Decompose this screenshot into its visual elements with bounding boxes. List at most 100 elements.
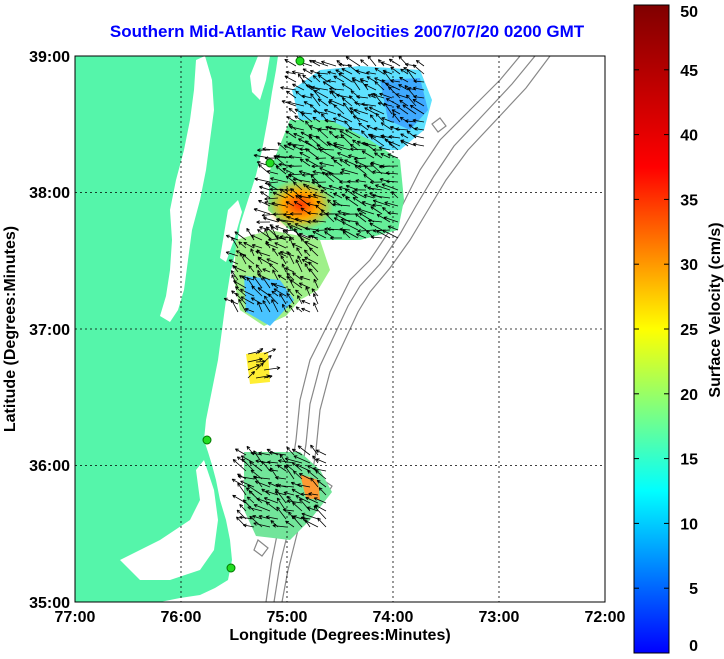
velocity-arrow [298,282,311,289]
velocity-arrow [288,107,297,115]
velocity-arrow [382,229,399,239]
velocity-arrow [278,162,295,167]
velocity-arrow [400,139,417,147]
velocity-arrow [277,274,287,281]
velocity-arrow [301,307,311,313]
velocity-arrow [274,242,287,249]
velocity-arrow [373,126,385,131]
velocity-arrow [233,265,247,273]
velocity-arrow [247,371,255,379]
velocity-arrow [380,122,393,131]
velocity-arrow [311,178,327,191]
colorbar-tick-label: 35 [680,192,698,209]
velocity-arrow [355,222,367,231]
velocity-arrow [304,256,319,265]
velocity-arrow [380,153,391,159]
velocity-arrow [364,165,375,175]
velocity-arrow [372,228,391,233]
velocity-arrow [299,147,311,152]
velocity-arrow [351,190,367,199]
velocity-arrow [303,249,311,257]
velocity-arrow [294,223,311,231]
velocity-arrow [307,219,319,224]
velocity-arrow [316,479,327,488]
velocity-arrow [413,79,425,84]
x-tick-label: 72:00 [585,609,626,626]
velocity-arrow [263,497,279,504]
velocity-arrow [238,241,247,249]
velocity-arrow [291,70,305,75]
velocity-arrow [284,58,297,67]
velocity-arrow [324,118,337,123]
delaware-bay [250,56,270,100]
velocity-arrow [372,199,391,207]
velocity-arrow [261,488,271,496]
velocity-arrow [360,130,369,139]
velocity-arrow [388,134,401,139]
velocity-arrow [304,226,319,231]
velocity-arrow [317,517,327,528]
velocity-arrow [354,164,367,175]
y-tick-label: 38:00 [29,185,70,202]
velocity-arrow [312,230,327,239]
velocity-arrow [316,71,329,76]
velocity-arrow [337,113,353,123]
velocity-arrows [223,56,425,528]
velocity-arrow [340,134,353,147]
velocity-arrow [257,148,271,153]
velocity-arrow [328,172,343,183]
velocity-arrow [304,263,311,273]
velocity-arrow [228,259,239,265]
velocity-arrow [291,488,303,496]
velocity-arrow [335,69,345,75]
velocity-arrow [299,152,311,159]
velocity-arrow [257,273,271,281]
velocity-arrow [316,201,327,207]
velocity-arrow [282,229,295,241]
velocity-arrow [329,86,345,91]
velocity-arrow [288,154,303,159]
velocity-arrow [259,226,271,231]
velocity-arrow [311,288,319,297]
velocity-arrow [267,293,279,305]
velocity-arrow [412,98,425,107]
velocity-arrow [250,248,255,257]
velocity-arrow [258,200,271,207]
velocity-arrow [355,69,369,75]
velocity-arrow [341,83,353,91]
velocity-arrow [267,460,279,465]
velocity-arrow [344,188,359,199]
velocity-arrow [286,272,295,281]
velocity-arrow [406,68,417,83]
velocity-arrow [384,201,399,207]
y-tick-label: 37:00 [29,322,70,339]
x-tick-label: 74:00 [373,609,414,626]
velocity-arrow [298,138,313,147]
velocity-arrow [337,210,351,215]
velocity-arrow [320,209,335,223]
velocity-arrow [249,515,263,528]
velocity-arrow [333,217,343,223]
velocity-arrow [366,71,377,75]
velocity-arrow [231,290,239,297]
velocity-arrow [374,81,385,91]
velocity-arrow [288,164,303,169]
grid-lines [75,56,605,602]
velocity-arrow [288,304,295,313]
velocity-arrow [296,247,303,257]
velocity-arrow [332,117,345,123]
velocity-arrow [312,455,319,464]
velocity-arrow [402,104,417,115]
velocity-arrow [262,300,271,313]
velocity-arrow [240,296,255,305]
velocity-arrow [332,202,351,207]
velocity-arrow [257,229,271,239]
velocity-arrow [235,292,247,305]
velocity-arrow [334,135,345,139]
velocity-arrow [287,223,303,231]
velocity-arrow [312,467,327,472]
velocity-arrow [297,255,303,265]
velocity-arrow [381,61,393,67]
velocity-arrow [275,488,287,504]
velocity-arrow [287,251,295,265]
